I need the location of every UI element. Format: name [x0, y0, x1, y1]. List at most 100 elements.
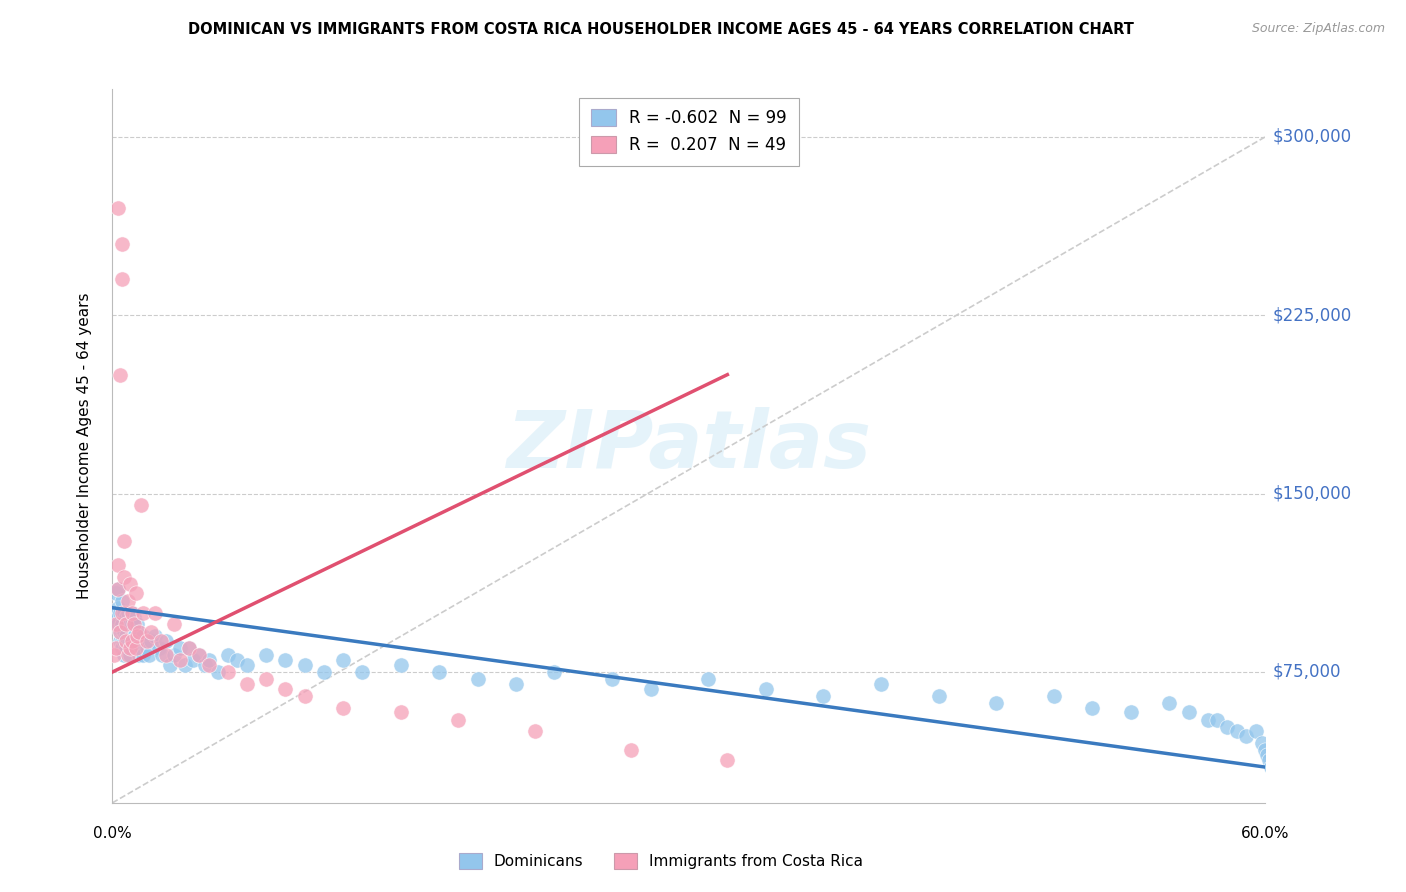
Point: [107, 617, 129, 632]
Legend: Dominicans, Immigrants from Costa Rica: Dominicans, Immigrants from Costa Rica: [453, 847, 869, 875]
Point: [226, 653, 249, 667]
Point: [111, 641, 134, 656]
Point: [108, 368, 131, 382]
Point: [294, 689, 316, 703]
Point: [163, 617, 186, 632]
Point: [217, 665, 239, 679]
Point: [187, 648, 211, 663]
Text: 60.0%: 60.0%: [1241, 827, 1289, 841]
Point: [118, 634, 141, 648]
Point: [312, 665, 335, 679]
Point: [134, 634, 156, 648]
Point: [105, 610, 128, 624]
Point: [112, 606, 135, 620]
Point: [1225, 724, 1247, 739]
Point: [111, 634, 134, 648]
Point: [105, 617, 128, 632]
Point: [1043, 689, 1066, 703]
Point: [121, 629, 143, 643]
Point: [139, 634, 162, 648]
Point: [1177, 706, 1199, 720]
Point: [1216, 720, 1239, 734]
Point: [128, 629, 150, 643]
Point: [118, 648, 141, 663]
Point: [108, 606, 131, 620]
Point: [1250, 736, 1272, 750]
Point: [274, 653, 297, 667]
Point: [149, 634, 172, 648]
Point: [115, 617, 138, 632]
Point: [111, 617, 134, 632]
Point: [1159, 696, 1181, 710]
Point: [1254, 743, 1277, 757]
Point: [105, 586, 128, 600]
Text: ZIPatlas: ZIPatlas: [506, 407, 872, 485]
Point: [197, 653, 219, 667]
Point: [207, 665, 229, 679]
Point: [129, 641, 153, 656]
Point: [118, 577, 141, 591]
Point: [124, 586, 146, 600]
Point: [294, 657, 316, 672]
Point: [117, 606, 139, 620]
Point: [105, 641, 128, 656]
Point: [1234, 729, 1257, 743]
Point: [505, 677, 527, 691]
Point: [111, 236, 134, 251]
Point: [640, 681, 662, 696]
Point: [117, 593, 139, 607]
Point: [447, 713, 470, 727]
Point: [155, 634, 177, 648]
Point: [179, 641, 201, 656]
Text: $300,000: $300,000: [1272, 128, 1351, 145]
Point: [169, 653, 191, 667]
Point: [107, 600, 129, 615]
Point: [112, 634, 135, 648]
Point: [524, 724, 547, 739]
Point: [1081, 700, 1104, 714]
Point: [928, 689, 950, 703]
Point: [194, 657, 217, 672]
Point: [122, 617, 145, 632]
Point: [620, 743, 643, 757]
Point: [1244, 724, 1267, 739]
Point: [467, 672, 489, 686]
Point: [122, 610, 145, 624]
Text: $225,000: $225,000: [1272, 306, 1351, 324]
Y-axis label: Householder Income Ages 45 - 64 years: Householder Income Ages 45 - 64 years: [77, 293, 91, 599]
Point: [127, 629, 149, 643]
Point: [117, 634, 139, 648]
Point: [111, 272, 134, 286]
Point: [148, 641, 170, 656]
Point: [155, 648, 177, 663]
Point: [217, 648, 239, 663]
Point: [1197, 713, 1219, 727]
Point: [112, 534, 135, 549]
Point: [1258, 753, 1281, 767]
Point: [108, 624, 131, 639]
Point: [870, 677, 893, 691]
Point: [117, 648, 139, 663]
Point: [1264, 767, 1286, 781]
Point: [111, 606, 134, 620]
Point: [127, 634, 149, 648]
Point: [115, 629, 138, 643]
Point: [118, 641, 141, 656]
Text: $150,000: $150,000: [1272, 484, 1351, 502]
Point: [121, 606, 143, 620]
Point: [107, 558, 129, 572]
Point: [103, 606, 125, 620]
Point: [139, 624, 162, 639]
Point: [986, 696, 1008, 710]
Point: [1260, 760, 1282, 774]
Point: [1256, 748, 1278, 763]
Point: [332, 653, 354, 667]
Point: [112, 570, 135, 584]
Point: [389, 706, 412, 720]
Point: [1206, 713, 1229, 727]
Point: [121, 634, 143, 648]
Point: [236, 677, 259, 691]
Point: [118, 617, 141, 632]
Point: [143, 606, 166, 620]
Point: [127, 617, 149, 632]
